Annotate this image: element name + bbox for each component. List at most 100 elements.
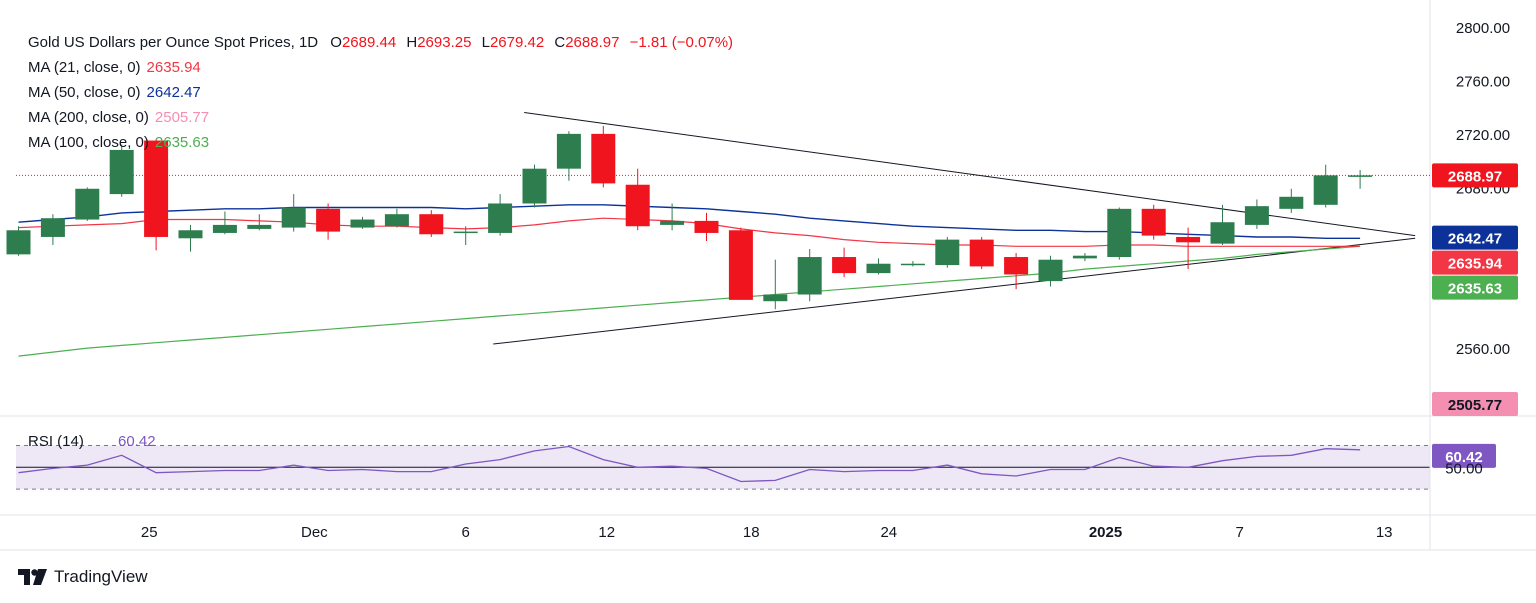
price-label-bg (1432, 163, 1518, 188)
price-label: 2635.94 (1432, 250, 1518, 275)
close-label: C (554, 34, 566, 51)
candle (866, 258, 891, 275)
ma50-line (18, 204, 1361, 240)
price-label-text: 2635.94 (1448, 256, 1503, 273)
candle-body (316, 208, 341, 232)
candle (40, 214, 65, 245)
candle-body (75, 188, 100, 220)
price-label-bg (1432, 392, 1518, 416)
x-tick-label: 18 (743, 524, 760, 541)
candle-body (935, 239, 960, 266)
candle (1176, 227, 1201, 270)
candle-body (832, 257, 857, 274)
candle-body (419, 214, 444, 235)
candle-body (6, 230, 31, 255)
candle (1004, 253, 1029, 290)
candle (625, 168, 650, 231)
candle-body (1176, 236, 1201, 243)
candle-body (1004, 257, 1029, 275)
candle-body (1313, 175, 1338, 205)
high-label: H (406, 34, 418, 51)
x-tick-label: 6 (462, 524, 470, 541)
candle (935, 236, 960, 268)
ma50-label: MA (50, close, 0) (28, 84, 141, 101)
candle (109, 144, 134, 197)
candle-body (247, 224, 272, 229)
price-label: 2642.47 (1432, 225, 1518, 250)
candle-body (1279, 196, 1304, 209)
candle (1279, 188, 1304, 213)
candle-body (109, 149, 134, 195)
candle (556, 131, 581, 181)
price-label-bg (1432, 275, 1518, 300)
candle (453, 226, 478, 245)
candle (6, 226, 31, 256)
price-label: 2505.77 (1432, 392, 1518, 416)
candle (1141, 204, 1166, 240)
rsi-value-tag (1432, 443, 1496, 468)
x-tick-label: 2025 (1089, 524, 1122, 541)
candle (488, 194, 513, 236)
candle (1072, 253, 1097, 262)
price-label-text: 2642.47 (1448, 231, 1502, 248)
candles[interactable] (6, 125, 1373, 310)
candle (763, 259, 788, 310)
symbol-title[interactable]: Gold US Dollars per Ounce Spot Prices, 1… (28, 34, 319, 51)
x-tick-label: 24 (880, 524, 897, 541)
rsi-line (18, 445, 1361, 483)
y-tick-label: 2720.00 (1456, 127, 1510, 144)
rsi-series: RSI (14) 60.42 (18, 433, 1361, 483)
ma100-value: 2635.63 (154, 134, 210, 151)
price-labels: 2688.97 2642.47 2635.94 2635.63 2505.77 60.42… (1432, 163, 1518, 477)
price-label: 2688.97 (1432, 163, 1518, 188)
candle (1107, 207, 1132, 260)
ohlc-values: O2689.44 H2693.25 L2679.42 C2688.97 −1.8… (324, 34, 733, 51)
candle-body (1107, 208, 1132, 258)
y-tick-label: 2560.00 (1456, 341, 1510, 358)
price-label: 2635.63 (1432, 275, 1518, 300)
candle (178, 224, 203, 252)
legend-ma100[interactable]: MA (100, close, 0) 2635.63 (28, 130, 733, 155)
open-label: O (330, 34, 342, 51)
x-tick-label: Dec (301, 524, 328, 541)
trendline-lower (493, 237, 1416, 345)
low-label: L (481, 34, 490, 51)
candle (1210, 204, 1235, 245)
candle (419, 210, 444, 237)
open-value: 2689.44 (341, 34, 397, 51)
candle-body (1210, 222, 1235, 244)
x-tick-label: 12 (598, 524, 615, 541)
ma100-label: MA (100, close, 0) (28, 134, 149, 151)
legend-title-row: Gold US Dollars per Ounce Spot Prices, 1… (28, 30, 733, 55)
candle (75, 187, 100, 221)
legend-ma200[interactable]: MA (200, close, 0) 2505.77 (28, 105, 733, 130)
candle-body (1244, 206, 1269, 225)
legend-ma50[interactable]: MA (50, close, 0) 2642.47 (28, 80, 733, 105)
candle-body (281, 207, 306, 228)
candle (1038, 255, 1063, 287)
change-value: −1.81 (−0.07%) (629, 34, 734, 51)
candle-body (728, 230, 753, 300)
candle-body (40, 218, 65, 237)
price-label-bg (1432, 250, 1518, 275)
legend-ma21[interactable]: MA (21, close, 0) 2635.94 (28, 55, 733, 80)
candle (316, 203, 341, 240)
ma200-value: 2505.77 (154, 109, 210, 126)
candle-body (1141, 208, 1166, 236)
high-value: 2693.25 (417, 34, 472, 51)
y-tick-label: 2760.00 (1456, 73, 1510, 90)
rsi-level-label: 50.00 (1445, 460, 1483, 477)
rsi-value-tag-text: 60.42 (1445, 449, 1483, 466)
tradingview-logo[interactable]: TradingView (18, 565, 148, 589)
ma50-value: 2642.47 (146, 84, 201, 101)
ma100-line (18, 245, 1361, 357)
rsi-label: RSI (14) (28, 433, 84, 450)
candle (144, 139, 169, 251)
candle (591, 125, 616, 188)
candle-body (488, 203, 513, 233)
price-label-text: 2635.63 (1448, 281, 1502, 298)
ma21-label: MA (21, close, 0) (28, 59, 141, 76)
price-label-text: 2505.77 (1448, 397, 1502, 414)
x-tick-label: 7 (1236, 524, 1244, 541)
